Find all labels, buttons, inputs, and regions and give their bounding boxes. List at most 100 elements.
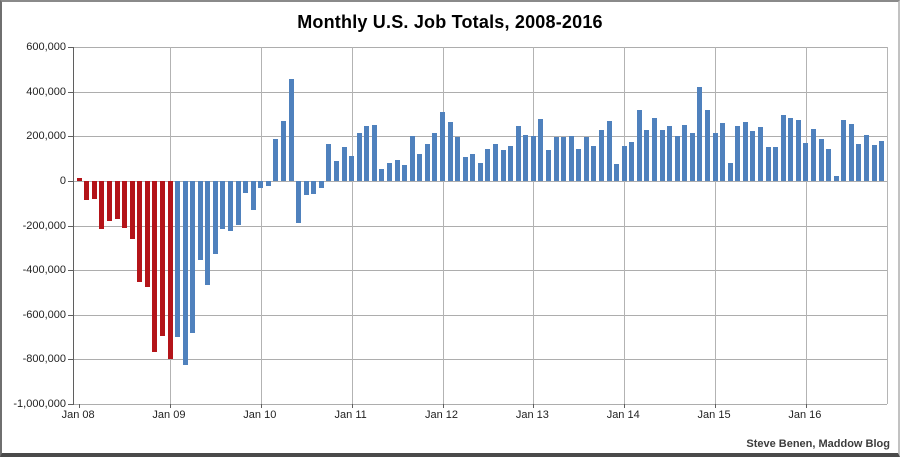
- y-axis-label: 200,000: [26, 130, 66, 143]
- x-axis-label: Jan 15: [697, 409, 731, 421]
- h-gridline: [74, 270, 887, 272]
- job-total-bar: [228, 180, 233, 232]
- job-total-bar: [523, 135, 529, 181]
- job-total-bar: [326, 144, 332, 181]
- y-axis-tick: [68, 270, 74, 272]
- job-total-bar: [265, 180, 271, 187]
- job-total-bar: [652, 118, 657, 181]
- job-total-bar: [576, 148, 582, 181]
- job-total-bar: [364, 126, 370, 181]
- job-total-bar: [417, 154, 423, 181]
- job-total-bar: [636, 109, 642, 181]
- job-total-bar: [402, 165, 408, 181]
- v-gridline: [805, 47, 807, 404]
- x-axis-tick: [624, 404, 626, 408]
- job-total-bar: [818, 139, 824, 181]
- x-axis-label: Jan 10: [243, 409, 277, 421]
- y-axis-label: -1,000,000: [13, 398, 66, 410]
- job-total-bar: [341, 147, 347, 181]
- job-total-bar: [281, 120, 286, 181]
- job-total-bar: [871, 145, 877, 181]
- x-axis-tick: [442, 404, 444, 408]
- job-total-bar: [758, 127, 763, 181]
- y-axis-label: -800,000: [22, 353, 66, 366]
- job-total-bar: [485, 148, 491, 181]
- job-total-bar: [371, 124, 377, 181]
- h-gridline: [74, 404, 887, 405]
- job-total-bar: [705, 109, 710, 181]
- job-total-bar: [682, 125, 688, 181]
- y-axis-tick: [68, 91, 74, 93]
- job-total-bar: [235, 180, 241, 226]
- job-total-bar: [84, 180, 90, 201]
- job-total-bar: [447, 121, 453, 181]
- y-axis-label: 600,000: [26, 41, 66, 53]
- job-total-bar: [190, 180, 196, 334]
- job-total-bar: [76, 177, 82, 181]
- job-total-bar: [811, 128, 816, 181]
- job-total-bar: [243, 180, 249, 194]
- h-gridline: [74, 359, 887, 361]
- job-total-bar: [440, 111, 445, 181]
- v-gridline: [442, 47, 444, 404]
- v-gridline: [624, 47, 626, 404]
- job-total-bar: [606, 120, 612, 181]
- job-total-bar: [311, 180, 317, 195]
- job-total-bar: [833, 175, 839, 181]
- x-axis-label: Jan 14: [606, 409, 640, 421]
- job-total-bar: [742, 121, 748, 181]
- job-total-bar: [795, 120, 801, 181]
- h-gridline: [74, 136, 887, 138]
- x-axis-tick: [170, 404, 171, 408]
- y-axis-tick: [68, 136, 74, 138]
- job-total-bar: [470, 154, 476, 181]
- job-total-bar: [826, 148, 832, 181]
- job-total-bar: [273, 138, 279, 181]
- y-axis-label: 0: [59, 174, 66, 187]
- job-total-bar: [697, 86, 703, 181]
- job-total-bar: [659, 129, 665, 181]
- job-total-bar: [318, 180, 324, 188]
- job-total-bar: [856, 143, 862, 181]
- x-axis-tick: [805, 404, 807, 408]
- y-axis-label: 400,000: [26, 85, 66, 98]
- job-total-bar: [568, 136, 574, 181]
- y-axis-tick: [68, 180, 74, 182]
- job-total-bar: [712, 132, 718, 181]
- job-total-bar: [114, 180, 120, 220]
- h-gridline: [74, 91, 887, 93]
- job-total-bar: [394, 159, 400, 181]
- x-axis-label: Jan 16: [788, 409, 822, 421]
- job-total-bar: [727, 163, 733, 181]
- job-total-bar: [152, 180, 158, 352]
- job-total-bar: [667, 126, 673, 181]
- job-total-bar: [788, 118, 794, 181]
- job-total-bar: [303, 180, 309, 196]
- x-axis-tick: [533, 404, 535, 408]
- job-total-bar: [841, 120, 847, 181]
- x-axis-label: Jan 11: [334, 409, 367, 421]
- job-total-bar: [614, 164, 620, 181]
- job-total-bar: [99, 180, 105, 229]
- job-total-bar: [689, 132, 695, 181]
- job-total-bar: [409, 136, 415, 181]
- job-total-bar: [629, 141, 635, 181]
- y-axis-tick: [68, 47, 74, 48]
- job-total-bar: [477, 163, 483, 181]
- job-total-bar: [803, 143, 809, 181]
- job-total-bar: [106, 180, 112, 222]
- job-total-bar: [538, 118, 544, 181]
- job-total-bar: [349, 156, 355, 181]
- h-gridline: [74, 47, 887, 48]
- job-total-bar: [493, 144, 498, 181]
- job-total-bar: [561, 137, 567, 181]
- job-total-bar: [500, 149, 506, 181]
- job-total-bar: [356, 132, 362, 181]
- x-axis-label: Jan 13: [515, 409, 549, 421]
- y-axis-tick: [68, 404, 74, 405]
- v-gridline: [351, 47, 353, 404]
- job-total-bar: [455, 137, 461, 181]
- v-gridline: [260, 47, 262, 404]
- plot-area: [68, 47, 888, 408]
- job-total-bar: [848, 124, 854, 181]
